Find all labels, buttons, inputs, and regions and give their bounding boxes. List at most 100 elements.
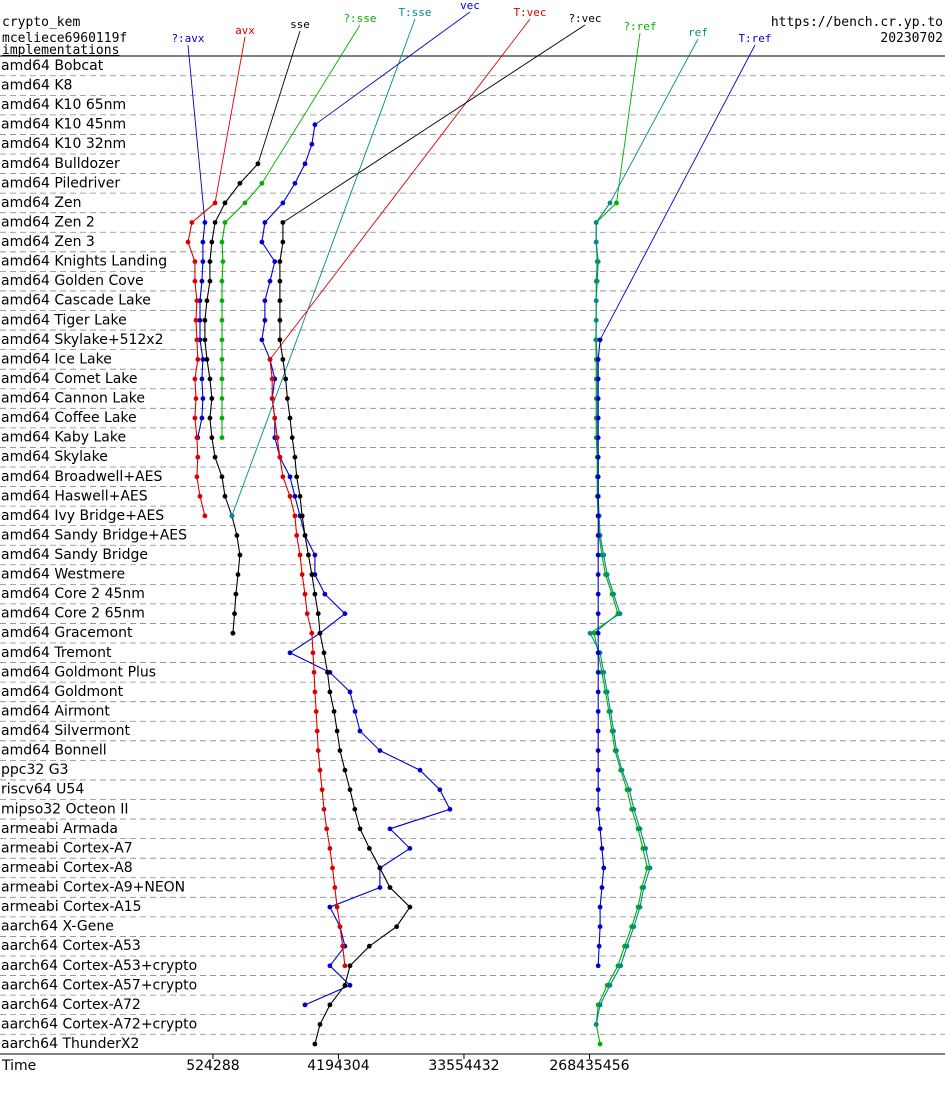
data-point bbox=[327, 963, 333, 969]
data-point bbox=[277, 259, 283, 264]
data-point bbox=[607, 200, 613, 206]
data-point bbox=[619, 767, 625, 773]
row-label: amd64 Tremont bbox=[1, 645, 112, 661]
data-point bbox=[193, 396, 199, 401]
data-point bbox=[321, 650, 327, 656]
data-point bbox=[317, 630, 323, 636]
data-point bbox=[641, 885, 647, 890]
row-label: aarch64 Cortex-A72+crypto bbox=[1, 1016, 197, 1032]
data-point bbox=[283, 376, 289, 382]
data-point bbox=[595, 728, 601, 734]
row-label: aarch64 Cortex-A57+crypto bbox=[1, 977, 197, 993]
data-point bbox=[197, 493, 203, 499]
row-label: amd64 Goldmont Plus bbox=[1, 664, 156, 680]
x-axis-label: Time bbox=[1, 1058, 36, 1074]
row-label: amd64 Bonnell bbox=[1, 743, 107, 759]
data-point bbox=[340, 943, 346, 949]
data-point bbox=[611, 728, 616, 734]
row-label: aarch64 X-Gene bbox=[1, 919, 114, 935]
data-point bbox=[595, 630, 601, 636]
data-point bbox=[200, 259, 206, 264]
data-point bbox=[357, 826, 363, 832]
data-point bbox=[352, 806, 358, 812]
chart-caption: implementations bbox=[2, 43, 119, 58]
data-point bbox=[347, 787, 353, 793]
data-point bbox=[209, 435, 215, 441]
data-point bbox=[647, 865, 653, 871]
data-point bbox=[192, 376, 198, 382]
label-connector bbox=[314, 11, 471, 126]
data-point bbox=[595, 513, 601, 519]
date: 20230702 bbox=[880, 31, 943, 46]
data-point bbox=[334, 904, 340, 910]
data-point bbox=[595, 963, 601, 969]
data-point bbox=[193, 317, 199, 323]
data-point bbox=[192, 278, 198, 284]
data-point bbox=[284, 396, 290, 401]
data-point bbox=[315, 611, 321, 617]
data-point bbox=[601, 552, 607, 558]
row-label: aarch64 ThunderX2 bbox=[1, 1036, 139, 1052]
data-point bbox=[593, 239, 599, 245]
row-label: amd64 Zen 2 bbox=[1, 214, 95, 230]
data-point bbox=[626, 787, 632, 793]
row-label: amd64 Ivy Bridge+AES bbox=[1, 508, 164, 524]
data-point bbox=[313, 709, 319, 714]
data-point bbox=[596, 943, 602, 949]
row-label: mipso32 Octeon II bbox=[1, 801, 129, 817]
data-point bbox=[237, 552, 243, 558]
data-point bbox=[229, 513, 235, 519]
data-point bbox=[327, 1002, 333, 1008]
data-point bbox=[202, 317, 208, 323]
data-point bbox=[595, 493, 601, 499]
data-point bbox=[302, 533, 308, 538]
data-point bbox=[597, 1041, 603, 1047]
row-label: armeabi Cortex-A9+NEON bbox=[1, 880, 185, 896]
series-label: ?:avx bbox=[171, 32, 204, 45]
data-point bbox=[599, 885, 605, 890]
data-point bbox=[608, 709, 613, 714]
data-point bbox=[200, 357, 206, 362]
data-point bbox=[222, 493, 228, 499]
data-point bbox=[332, 885, 338, 890]
data-point bbox=[327, 904, 333, 910]
data-point bbox=[219, 317, 225, 323]
data-point bbox=[277, 337, 283, 343]
data-point bbox=[299, 572, 305, 577]
data-point bbox=[204, 298, 210, 304]
series-label: T:ref bbox=[738, 32, 771, 45]
row-label: amd64 Tiger Lake bbox=[1, 312, 127, 328]
data-point bbox=[312, 552, 318, 558]
row-label: amd64 Bobcat bbox=[1, 58, 104, 74]
data-point bbox=[230, 630, 236, 636]
data-point bbox=[192, 415, 198, 421]
data-point bbox=[352, 709, 358, 714]
row-label: armeabi Cortex-A8 bbox=[1, 860, 133, 876]
data-point bbox=[330, 865, 335, 871]
row-label: amd64 Airmont bbox=[1, 703, 110, 719]
data-point bbox=[593, 317, 599, 323]
series-label: sse bbox=[290, 18, 310, 31]
data-point bbox=[309, 630, 315, 636]
data-point bbox=[366, 943, 372, 949]
data-point bbox=[595, 396, 601, 401]
data-point bbox=[595, 806, 601, 812]
data-point bbox=[643, 846, 648, 851]
data-point bbox=[219, 396, 225, 401]
data-point bbox=[337, 924, 343, 930]
data-point bbox=[324, 826, 330, 832]
row-label: amd64 Cannon Lake bbox=[1, 391, 145, 407]
data-point bbox=[595, 376, 601, 382]
data-point bbox=[631, 806, 637, 812]
data-point bbox=[597, 924, 603, 930]
data-point bbox=[631, 924, 637, 930]
data-point bbox=[287, 493, 293, 499]
label-connector bbox=[616, 32, 641, 203]
data-point bbox=[219, 435, 225, 441]
series-line bbox=[197, 222, 206, 438]
data-point bbox=[437, 787, 443, 793]
row-label: amd64 Core 2 65nm bbox=[1, 606, 145, 622]
data-point bbox=[322, 591, 328, 597]
data-point bbox=[194, 337, 200, 343]
data-point bbox=[292, 513, 298, 519]
